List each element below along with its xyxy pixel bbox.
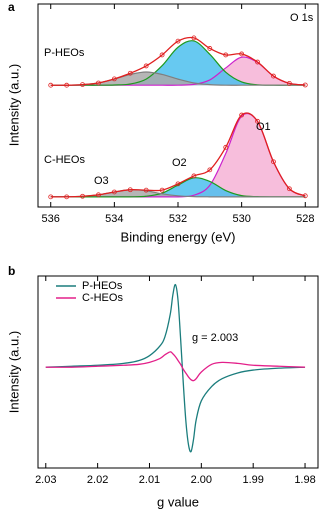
data-point bbox=[207, 46, 213, 51]
fit-line bbox=[50, 36, 306, 86]
data-point bbox=[80, 82, 85, 87]
x-tick-label: 532 bbox=[169, 213, 187, 225]
series-line bbox=[45, 283, 306, 453]
annotation: g = 2.003 bbox=[192, 332, 238, 344]
data-point bbox=[271, 73, 276, 79]
peak-label: O2 bbox=[172, 157, 187, 169]
data-point bbox=[271, 159, 276, 165]
x-axis-label: Binding energy (eV) bbox=[121, 229, 236, 244]
data-point bbox=[111, 189, 117, 195]
x-tick-label: 2.00 bbox=[191, 474, 212, 486]
data-point bbox=[143, 63, 149, 69]
data-point bbox=[223, 52, 229, 58]
x-tick-label: 530 bbox=[232, 213, 250, 225]
panel-a: 536 534 532 530 528 bbox=[42, 4, 314, 225]
x-tick-label: 1.99 bbox=[242, 474, 263, 486]
legend-label: C-HEOs bbox=[82, 292, 123, 304]
data-point bbox=[143, 187, 149, 193]
y-axis-label: Intensity (a.u.) bbox=[6, 331, 21, 413]
x-tick-label: 2.03 bbox=[35, 474, 56, 486]
data-point bbox=[159, 52, 165, 58]
data-point bbox=[302, 82, 308, 88]
data-point bbox=[239, 112, 245, 118]
data-point bbox=[111, 76, 117, 82]
data-point bbox=[96, 80, 101, 86]
data-point bbox=[48, 194, 54, 200]
data-point bbox=[302, 193, 308, 199]
data-point bbox=[159, 187, 165, 193]
peak-area bbox=[50, 177, 306, 197]
x-tick-label: 2.02 bbox=[87, 474, 108, 486]
panel-label: b bbox=[8, 264, 15, 278]
data-point bbox=[286, 80, 292, 86]
data-point bbox=[239, 51, 245, 57]
x-axis-label: g value bbox=[157, 494, 199, 509]
peak-area bbox=[50, 40, 306, 86]
peak-area bbox=[50, 189, 306, 197]
x-tick-label: 536 bbox=[42, 213, 60, 225]
data-point bbox=[191, 35, 197, 41]
peak-label: O1 bbox=[256, 121, 271, 133]
data-point bbox=[255, 59, 260, 65]
sample-label: P-HEOs bbox=[44, 47, 85, 59]
series-line bbox=[45, 351, 306, 382]
data-point bbox=[223, 144, 229, 150]
panel-label: a bbox=[8, 0, 15, 14]
data-point bbox=[96, 192, 101, 198]
data-point bbox=[64, 82, 70, 88]
fit-line bbox=[50, 112, 306, 198]
legend-label: P-HEOs bbox=[82, 280, 123, 292]
plot-frame bbox=[37, 275, 319, 469]
x-tick-label: 534 bbox=[105, 213, 123, 225]
data-point bbox=[48, 82, 54, 88]
data-point bbox=[127, 70, 133, 76]
sample-label: C-HEOs bbox=[44, 154, 85, 166]
data-point bbox=[175, 38, 181, 44]
peak-area bbox=[50, 57, 306, 86]
data-point bbox=[255, 118, 260, 124]
peak-area bbox=[50, 113, 306, 197]
data-point bbox=[207, 167, 213, 173]
x-tick-label: 2.01 bbox=[139, 474, 160, 486]
x-tick-label: 528 bbox=[296, 213, 314, 225]
data-point bbox=[286, 186, 292, 192]
data-point bbox=[191, 173, 197, 179]
peak-area bbox=[50, 72, 306, 86]
data-point bbox=[175, 181, 181, 187]
plot-frame bbox=[37, 3, 319, 208]
y-axis-label: Intensity (a.u.) bbox=[6, 64, 21, 146]
annotation: O 1s bbox=[290, 12, 314, 24]
data-point bbox=[127, 187, 133, 193]
data-point bbox=[80, 193, 85, 199]
peak-label: O3 bbox=[94, 175, 109, 187]
data-point bbox=[64, 194, 70, 200]
x-tick-label: 1.98 bbox=[294, 474, 315, 486]
